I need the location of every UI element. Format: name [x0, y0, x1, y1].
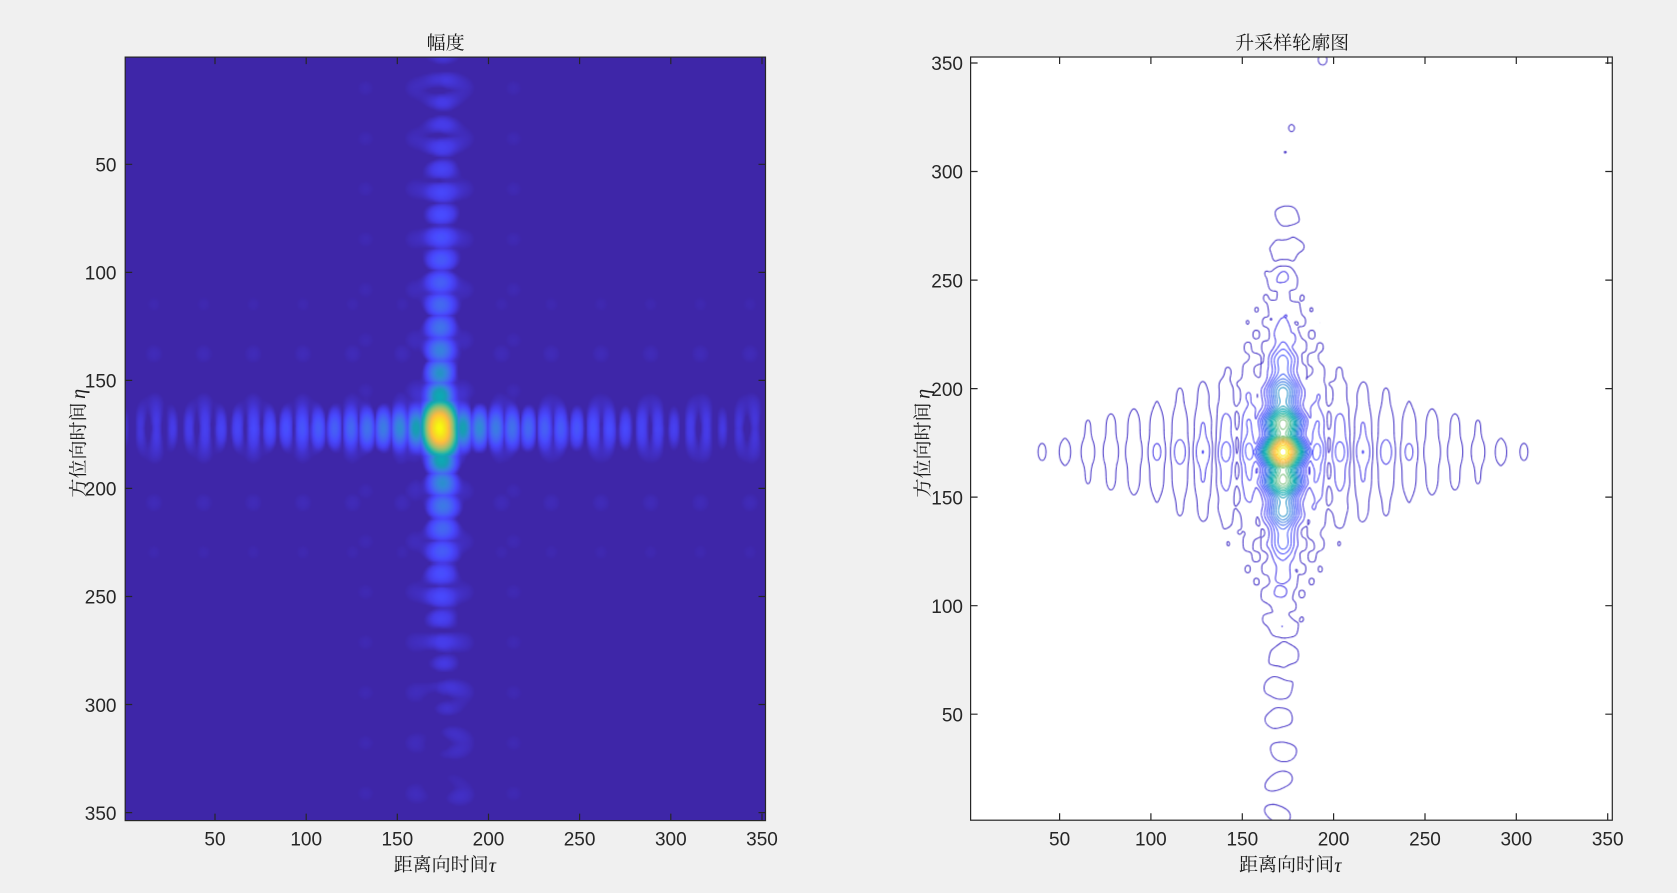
svg-text:η: η — [68, 389, 90, 399]
svg-text:350: 350 — [931, 54, 963, 75]
svg-text:150: 150 — [85, 372, 117, 393]
svg-text:300: 300 — [85, 696, 117, 717]
svg-text:250: 250 — [931, 271, 963, 292]
svg-text:200: 200 — [931, 380, 963, 401]
svg-text:200: 200 — [85, 480, 117, 501]
svg-text:150: 150 — [1226, 829, 1258, 850]
svg-text:100: 100 — [85, 264, 117, 285]
svg-text:300: 300 — [1500, 829, 1532, 850]
svg-text:100: 100 — [290, 830, 322, 851]
svg-text:τ: τ — [489, 855, 497, 877]
svg-text:150: 150 — [931, 488, 963, 509]
svg-text:200: 200 — [473, 830, 505, 851]
svg-text:350: 350 — [85, 804, 117, 825]
svg-text:250: 250 — [85, 588, 117, 609]
svg-text:350: 350 — [1592, 829, 1624, 850]
svg-text:250: 250 — [564, 830, 596, 851]
svg-text:50: 50 — [942, 705, 963, 726]
svg-text:250: 250 — [1409, 829, 1441, 850]
svg-text:300: 300 — [655, 830, 687, 851]
svg-text:50: 50 — [1049, 829, 1070, 850]
svg-text:300: 300 — [931, 163, 963, 184]
svg-text:τ: τ — [1334, 855, 1342, 877]
svg-text:200: 200 — [1318, 829, 1350, 850]
svg-text:150: 150 — [381, 830, 413, 851]
svg-text:100: 100 — [1135, 829, 1167, 850]
svg-text:η: η — [912, 389, 934, 399]
svg-text:50: 50 — [204, 830, 225, 851]
svg-text:50: 50 — [95, 156, 116, 177]
svg-text:100: 100 — [931, 597, 963, 618]
svg-text:350: 350 — [746, 830, 778, 851]
